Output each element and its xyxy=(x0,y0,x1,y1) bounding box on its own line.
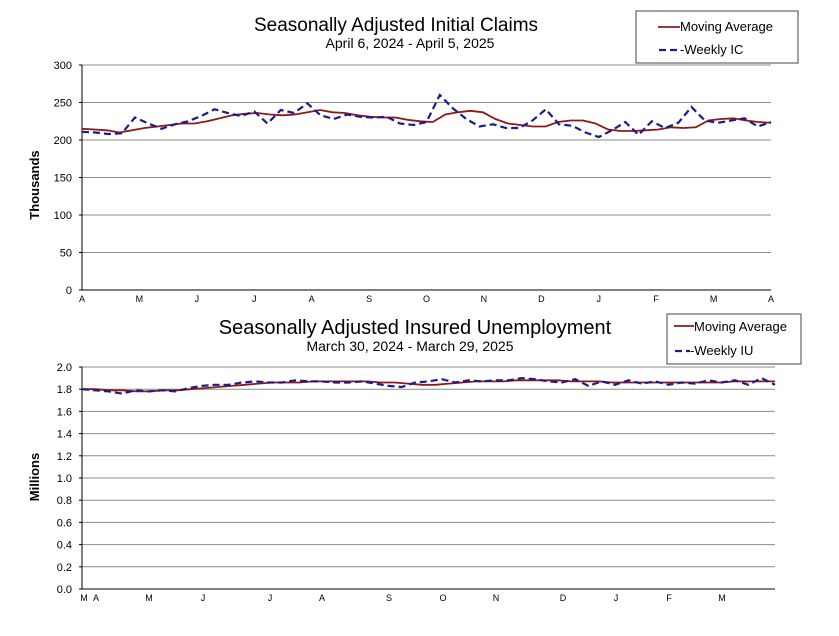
c2-y-tick-label: 2.0 xyxy=(57,362,72,374)
insured-unemployment-chart: Seasonally Adjusted Insured Unemployment… xyxy=(27,313,802,603)
chart2-legend: Moving Average -Weekly IU xyxy=(666,313,802,365)
c1-x-tick-label: O xyxy=(423,294,430,304)
chart2-legend-moving-average-label: Moving Average xyxy=(694,319,787,334)
c2-x-tick-label: D xyxy=(560,593,567,603)
c1-x-tick-label: J xyxy=(195,294,200,304)
chart1-legend-weekly-ic-label: Weekly IC xyxy=(684,42,743,57)
c1-x-tick-label: F xyxy=(653,294,659,304)
chart1-y-tick-labels: 0 50 100 150 200 250 300 xyxy=(54,60,72,297)
c2-x-tick-label: S xyxy=(386,593,392,603)
c1-x-tick-label: M xyxy=(710,294,718,304)
chart2-gridlines xyxy=(79,366,775,590)
c2-x-tick-label: A xyxy=(319,593,325,603)
c1-y-tick-label: 150 xyxy=(54,173,72,185)
c2-y-tick-label: 0.8 xyxy=(57,495,72,507)
c1-x-tick-label: A xyxy=(79,294,85,304)
chart1-legend: Moving Average -Weekly IC xyxy=(635,10,799,64)
c2-x-tick-label: A xyxy=(93,593,99,603)
chart2-y-tick-labels: 0.0 0.2 0.4 0.6 0.8 1.0 1.2 1.4 1.6 1.8 2.0 xyxy=(57,362,72,596)
c2-x-tick-label: M xyxy=(145,593,153,603)
c1-x-tick-label: D xyxy=(538,294,545,304)
chart2-legend-box xyxy=(666,313,802,365)
chart1-moving-average-line xyxy=(81,109,772,134)
c2-y-tick-label: 1.4 xyxy=(57,429,72,441)
c1-x-tick-label: A xyxy=(309,294,315,304)
chart1-y-axis-label: Thousands xyxy=(27,150,42,219)
c1-y-tick-label: 200 xyxy=(54,135,72,147)
chart1-legend-moving-average-label: Moving Average xyxy=(680,19,773,34)
c2-y-tick-label: 0.6 xyxy=(57,517,72,529)
chart1-gridlines xyxy=(79,64,771,291)
c1-x-tick-label: N xyxy=(481,294,488,304)
c1-y-tick-label: 50 xyxy=(60,248,72,260)
c2-x-tick-label: N xyxy=(493,593,500,603)
c2-y-tick-label: 1.6 xyxy=(57,406,72,418)
chart2-title: Seasonally Adjusted Insured Unemployment xyxy=(219,317,612,339)
c2-y-tick-label: 0.2 xyxy=(57,562,72,574)
chart2-legend-weekly-iu-label: Weekly IU xyxy=(694,343,753,358)
chart2-weekly-iu-line xyxy=(81,376,776,395)
c1-x-tick-label: J xyxy=(252,294,257,304)
c2-x-tick-label: J xyxy=(201,593,206,603)
c2-x-tick-label: M xyxy=(718,593,726,603)
c2-x-tick-label: J xyxy=(268,593,273,603)
chart2-y-axis-label: Millions xyxy=(27,453,42,501)
c2-x-tick-label: O xyxy=(439,593,446,603)
initial-claims-chart: Seasonally Adjusted Initial Claims April… xyxy=(27,10,799,304)
c1-y-tick-label: 0 xyxy=(66,285,72,297)
c1-x-tick-label: M xyxy=(136,294,144,304)
c1-x-tick-label: J xyxy=(597,294,602,304)
chart1-title: Seasonally Adjusted Initial Claims xyxy=(254,15,538,36)
c2-y-tick-label: 1.2 xyxy=(57,451,72,463)
c2-x-tick-label: M xyxy=(80,593,88,603)
c2-x-tick-label: J xyxy=(614,593,619,603)
chart1-weekly-ic-line xyxy=(81,93,772,139)
chart2-subtitle: March 30, 2024 - March 29, 2025 xyxy=(306,338,513,354)
c2-y-tick-label: 0.4 xyxy=(57,540,72,552)
c2-y-tick-label: 1.8 xyxy=(57,384,72,396)
chart2-legend-weekly-iu-text: -Weekly IU xyxy=(690,343,753,358)
chart1-subtitle: April 6, 2024 - April 5, 2025 xyxy=(326,35,495,51)
c1-y-tick-label: 100 xyxy=(54,210,72,222)
c2-x-tick-label: F xyxy=(666,593,672,603)
c1-x-tick-label: A xyxy=(768,294,774,304)
c1-y-tick-label: 250 xyxy=(54,98,72,110)
c1-y-tick-label: 300 xyxy=(54,60,72,72)
c1-x-tick-label: S xyxy=(366,294,372,304)
c2-y-tick-label: 0.0 xyxy=(57,584,72,596)
chart1-legend-weekly-ic-text: -Weekly IC xyxy=(680,42,743,57)
c2-y-tick-label: 1.0 xyxy=(57,473,72,485)
chart1-legend-box xyxy=(635,10,799,64)
